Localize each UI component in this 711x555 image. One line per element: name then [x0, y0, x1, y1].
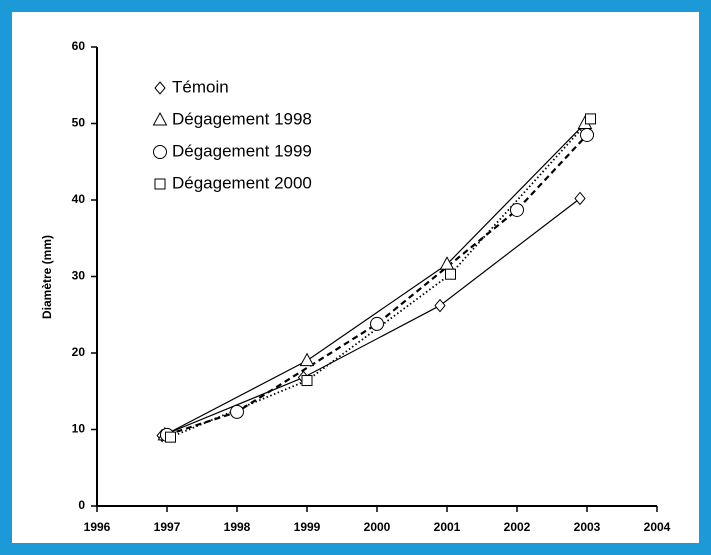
series-line: [164, 123, 586, 436]
point: [230, 404, 244, 419]
y-tick-label: 50: [72, 116, 86, 130]
point: [445, 268, 456, 280]
y-tick-label: 40: [72, 192, 86, 206]
x-tick-label: 2000: [364, 520, 391, 534]
series-line: [166, 134, 588, 436]
x-tick-label: 1996: [84, 520, 111, 534]
y-tick-label: 10: [72, 422, 86, 436]
x-tick-label: 1999: [294, 520, 321, 534]
x-tick-label: 1998: [224, 520, 251, 534]
legend-label: Dégagement 1998: [172, 109, 312, 128]
legend-label: Témoin: [172, 77, 229, 96]
x-tick-label: 2004: [644, 520, 671, 534]
y-tick-label: 0: [78, 498, 85, 512]
legend-marker: [153, 145, 167, 159]
y-tick-label: 60: [72, 39, 86, 53]
y-tick-label: 20: [72, 345, 86, 359]
y-tick-label: 30: [72, 269, 86, 283]
point: [370, 316, 384, 331]
point: [585, 113, 596, 125]
point: [574, 191, 586, 206]
point: [510, 202, 524, 217]
x-tick-label: 2002: [504, 520, 531, 534]
point: [301, 375, 313, 387]
legend-marker: [154, 81, 166, 95]
legend-marker: [154, 178, 166, 190]
panel: [12, 12, 699, 543]
point: [299, 352, 315, 367]
x-tick-label: 2003: [574, 520, 601, 534]
legend-label: Dégagement 2000: [172, 173, 312, 192]
point: [434, 298, 446, 313]
legend-marker: [152, 111, 168, 126]
legend-label: Dégagement 1999: [172, 141, 312, 160]
point: [165, 431, 176, 443]
x-tick-label: 1997: [154, 520, 181, 534]
point: [580, 127, 594, 142]
x-tick-label: 2001: [434, 520, 461, 534]
y-axis-label: Diamètre (mm): [40, 235, 54, 319]
